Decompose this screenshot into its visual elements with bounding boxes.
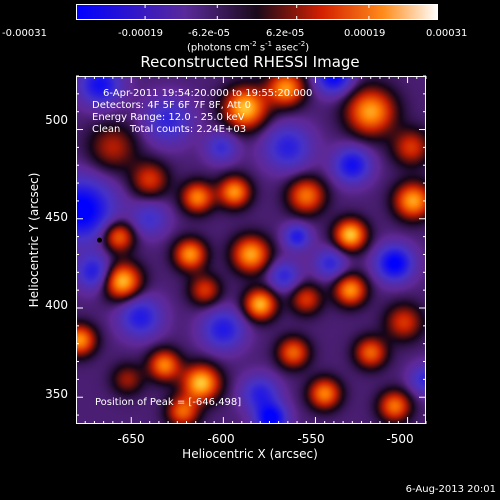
y-axis-label: Heliocentric Y (arcsec)	[27, 172, 41, 308]
y-tick-label: 500	[45, 113, 68, 127]
timestamp: 6-Aug-2013 20:01	[405, 484, 496, 495]
detectors-text: Detectors: 4F 5F 6F 7F 8F, Att 0	[92, 100, 252, 111]
colorbar-unit-label: (photons cm-2 s-1 asec-2)	[187, 40, 310, 54]
colorbar-gradient	[76, 4, 438, 20]
x-axis-label: Heliocentric X (arcsec)	[182, 447, 318, 461]
total-counts-text: Clean Total counts: 2.24E+03	[92, 124, 247, 135]
colorbar-tick-label: 6.2e-05	[266, 28, 305, 39]
colorbar-tick-label: 0.00019	[344, 28, 386, 39]
y-tick-label: 350	[45, 387, 68, 401]
x-tick-label: -650	[117, 432, 145, 446]
colorbar-tick-label: -0.00031	[2, 28, 47, 39]
y-tick-label: 450	[45, 210, 68, 224]
peak-position-text: Position of Peak = [-646,498]	[95, 397, 242, 408]
peak-marker	[97, 237, 103, 243]
colorbar-tick-label: 0.00031	[426, 28, 468, 39]
chart-title: Reconstructed RHESSI Image	[140, 53, 360, 71]
x-tick-label: -550	[297, 432, 325, 446]
colorbar-tick-label: -6.2e-05	[188, 28, 230, 39]
heatmap-image	[76, 76, 426, 424]
axis-ticks	[76, 75, 427, 424]
x-tick-label: -500	[386, 432, 414, 446]
colorbar-tick-label: -0.00019	[118, 28, 163, 39]
y-tick-label: 400	[45, 298, 68, 312]
colorbar	[76, 4, 438, 20]
time-range-text: 6-Apr-2011 19:54:20.000 to 19:55:20.000	[103, 88, 313, 99]
x-tick-label: -600	[207, 432, 235, 446]
energy-range-text: Energy Range: 12.0 - 25.0 keV	[92, 112, 245, 123]
